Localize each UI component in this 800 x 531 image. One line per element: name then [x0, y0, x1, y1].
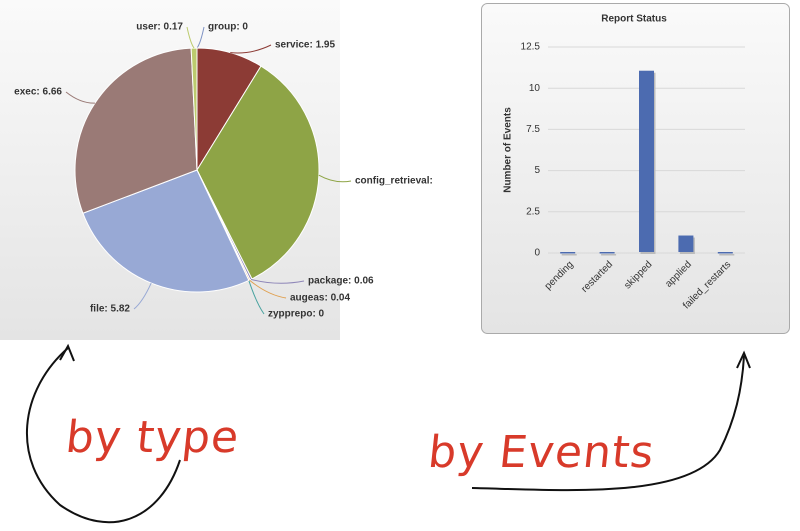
- annotation: by type: [63, 412, 242, 463]
- leader-line: [186, 26, 195, 49]
- bar: [560, 252, 576, 254]
- bar-panel: [481, 3, 790, 334]
- leader-line: [65, 91, 95, 104]
- y-tick-label: 2.5: [526, 206, 540, 217]
- bar-shadow: [561, 254, 577, 256]
- annotation: by Events: [426, 427, 657, 478]
- bar: [639, 70, 654, 252]
- bar-shadow: [601, 254, 617, 256]
- pie-slice: [196, 65, 320, 280]
- slice-label: group: 0: [208, 22, 248, 33]
- leader-line: [249, 279, 287, 299]
- leader-line: [250, 278, 305, 284]
- bar: [599, 252, 615, 254]
- pie-slice: [74, 47, 198, 214]
- bar: [678, 235, 694, 252]
- slice-label: service: 1.95: [275, 40, 335, 51]
- arrowhead: [59, 343, 75, 362]
- bar: [717, 252, 733, 254]
- bar-shadow: [719, 254, 735, 256]
- leader-line: [230, 44, 272, 54]
- y-tick-label: 7.5: [526, 124, 540, 135]
- y-tick-label: 0: [534, 248, 540, 259]
- arrowhead: [736, 350, 751, 369]
- slice-label: user: 0.17: [136, 22, 183, 33]
- y-axis-label: Number of Events: [503, 107, 514, 193]
- leader-line: [248, 280, 265, 315]
- slice-label: augeas: 0.04: [290, 293, 350, 304]
- slice-label: zypprepo: 0: [268, 309, 325, 320]
- slice-label: exec: 6.66: [14, 87, 62, 98]
- leader-line: [318, 174, 352, 183]
- arrow: [25, 347, 181, 524]
- y-tick-label: 12.5: [521, 42, 541, 53]
- slice-label: package: 0.06: [308, 276, 374, 287]
- y-tick-label: 5: [534, 165, 540, 176]
- y-tick-label: 10: [529, 83, 541, 94]
- arrow: [471, 355, 745, 492]
- chart-title: Report Status: [601, 14, 667, 25]
- slice-label: file: 5.82: [90, 304, 130, 315]
- leader-line: [133, 282, 152, 310]
- leader-line: [196, 26, 205, 49]
- slice-label: config_retrieval:: [355, 176, 433, 187]
